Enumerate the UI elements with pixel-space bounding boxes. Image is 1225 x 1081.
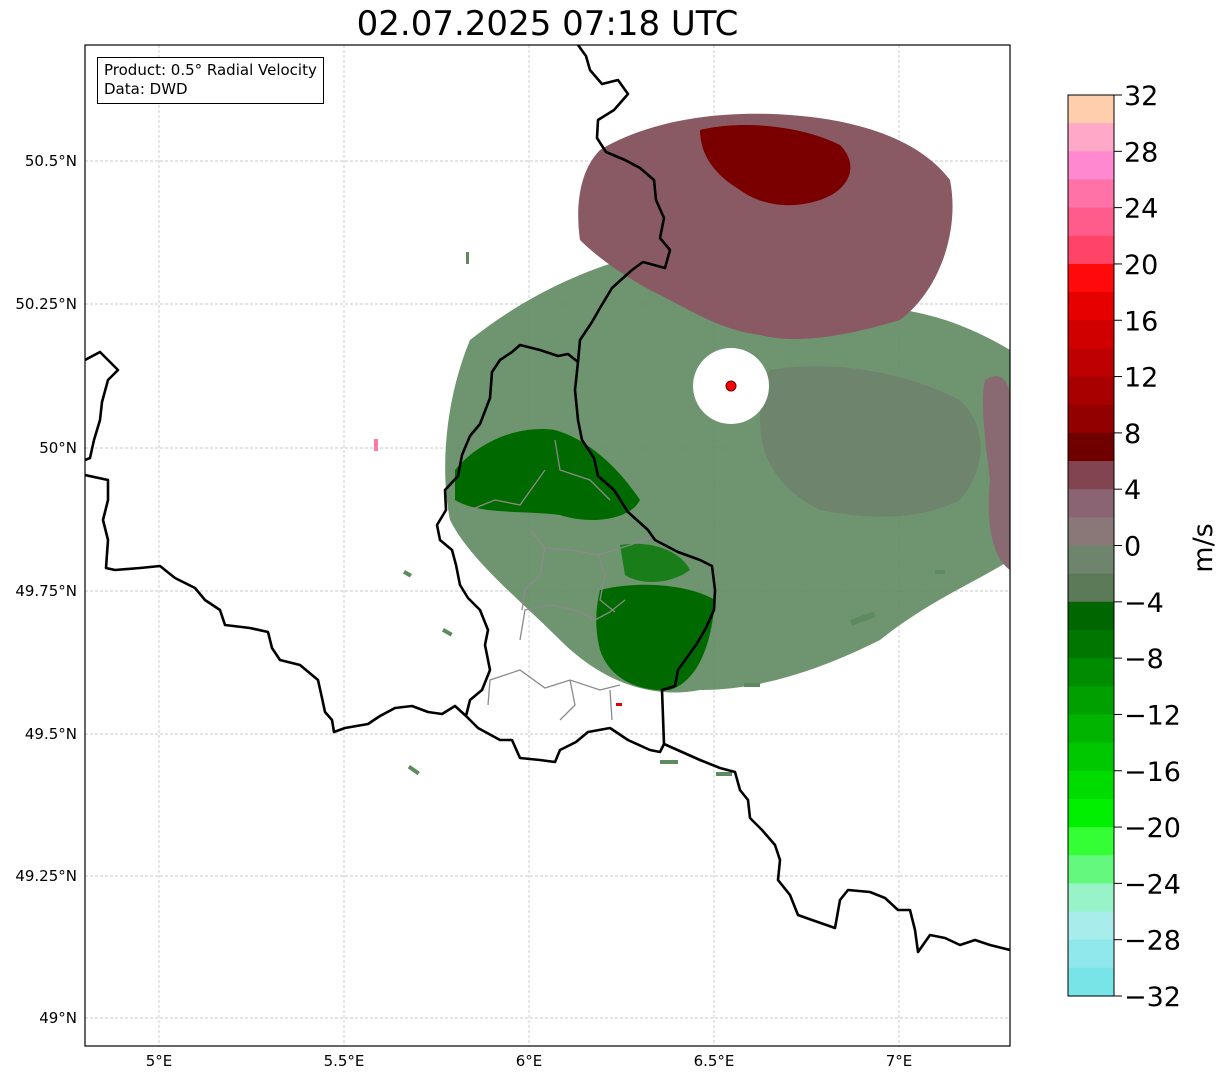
colorbar-tick-label: −16: [1124, 757, 1181, 788]
outbound-weak-east: [982, 376, 1010, 570]
border-luxembourg-belgium: [435, 343, 579, 717]
border-france-germany: [663, 742, 1010, 954]
radar-site-marker: [725, 380, 737, 392]
colorbar-label: m/s: [1188, 523, 1219, 572]
border-belgium-germany: [576, 45, 672, 363]
colorbar-swatch: [1068, 714, 1114, 744]
colorbar-tick-label: 12: [1124, 363, 1158, 394]
colorbar-swatch: [1068, 798, 1114, 828]
colorbar-swatch: [1068, 911, 1114, 941]
inbound-strong-middle: [620, 543, 690, 582]
inbound-weak-area: [445, 255, 1010, 693]
map-frame: [84, 44, 1011, 1047]
colorbar-swatch: [1068, 263, 1114, 293]
inbound-strong-west: [455, 429, 640, 520]
lon-tick-label: 6°E: [516, 1052, 543, 1070]
colorbar-tick-label: −8: [1124, 644, 1164, 675]
lat-tick-label: 49.75°N: [15, 582, 77, 600]
inbound-weak-east-mid: [760, 366, 981, 517]
lon-tick-label: 6.5°E: [694, 1052, 735, 1070]
colorbar-swatch: [1068, 545, 1114, 575]
colorbar-swatch: [1068, 742, 1114, 772]
colorbar-tick-label: 24: [1124, 194, 1158, 225]
map-title: 02.07.2025 07:18 UTC: [356, 4, 739, 44]
colorbar-swatch: [1068, 629, 1114, 659]
colorbar-swatch: [1068, 601, 1114, 631]
colorbar-swatch: [1068, 517, 1114, 547]
info-box: Product: 0.5° Radial Velocity Data: DWD: [97, 57, 324, 104]
colorbar-swatch: [1068, 320, 1114, 350]
colorbar-tick-label: −24: [1124, 869, 1181, 900]
colorbar-swatch: [1068, 827, 1114, 856]
colorbar-tick-label: 0: [1124, 532, 1141, 563]
colorbar-swatch: [1068, 404, 1114, 434]
colorbar-swatch: [1068, 348, 1114, 378]
lon-tick-label: 5.5°E: [324, 1052, 365, 1070]
colorbar-swatch: [1068, 855, 1114, 884]
colorbar-tick-label: 28: [1124, 137, 1158, 168]
colorbar-swatch: [1068, 432, 1114, 462]
colorbar-swatch: [1068, 658, 1114, 687]
radar-echoes: [374, 113, 1010, 776]
lat-tick-label: 49.25°N: [15, 867, 77, 885]
lon-tick-labels: 5°E 5.5°E 6°E 6.5°E 7°E: [146, 1052, 913, 1070]
lat-tick-label: 49.5°N: [25, 725, 77, 743]
colorbar-swatch: [1068, 207, 1114, 237]
colorbar-swatch: [1068, 770, 1114, 800]
lat-tick-label: 50.25°N: [15, 295, 77, 313]
lon-tick-label: 5°E: [146, 1052, 173, 1070]
border-belgium-france: [85, 473, 467, 734]
border-belgium-north: [85, 350, 120, 462]
colorbar-tick-label: −32: [1124, 982, 1181, 1013]
lat-tick-label: 49°N: [39, 1009, 77, 1027]
product-text: Product: 0.5° Radial Velocity: [104, 61, 317, 79]
colorbar-tick-label: −20: [1124, 813, 1181, 844]
colorbar-swatch: [1068, 151, 1114, 181]
lat-tick-labels: 49°N 49.25°N 49.5°N 49.75°N 50°N 50.25°N…: [15, 152, 77, 1027]
colorbar-swatch: [1068, 235, 1114, 265]
colorbar-swatch: [1068, 939, 1114, 969]
lat-tick-label: 50°N: [39, 439, 77, 457]
outbound-strong-core: [700, 125, 851, 206]
colorbar-swatch: [1068, 883, 1114, 913]
colorbar-tick-label: −4: [1124, 588, 1164, 619]
lat-tick-label: 50.5°N: [25, 152, 77, 170]
colorbar-tick-label: −12: [1124, 700, 1181, 731]
data-source-text: Data: DWD: [104, 80, 188, 98]
colorbar-ticks: 32 28 24 20 16 12 8 4 0 −4 −8 −12 −16 −20 −24 −28 −32: [1114, 81, 1181, 1013]
colorbar-swatch: [1068, 967, 1114, 997]
colorbar-swatch: [1068, 95, 1114, 124]
colorbar-swatch: [1068, 123, 1114, 152]
colorbar-tick-label: 4: [1124, 475, 1141, 506]
colorbar-swatch: [1068, 292, 1114, 321]
inbound-strong-southwest: [596, 584, 715, 691]
colorbar-swatch: [1068, 179, 1114, 209]
colorbar-swatch: [1068, 376, 1114, 406]
colorbar-tick-label: 32: [1124, 81, 1158, 112]
country-borders: [85, 45, 1010, 954]
border-luxembourg-france: [465, 715, 666, 764]
border-luxembourg-germany: [573, 361, 717, 745]
colorbar-tick-label: 16: [1124, 306, 1158, 337]
outbound-weak-area: [578, 113, 953, 340]
colorbar-swatch: [1068, 573, 1114, 603]
lon-tick-label: 7°E: [886, 1052, 913, 1070]
regional-boundaries: [469, 439, 651, 721]
small-outbound-echo: [374, 439, 378, 451]
colorbar-tick-label: −28: [1124, 926, 1181, 957]
colorbar-swatch: [1068, 489, 1114, 518]
colorbar-swatch: [1068, 686, 1114, 716]
colorbar: [1068, 95, 1114, 997]
colorbar-tick-label: 20: [1124, 250, 1158, 281]
colorbar-tick-label: 8: [1124, 419, 1141, 450]
colorbar-swatch: [1068, 461, 1114, 490]
